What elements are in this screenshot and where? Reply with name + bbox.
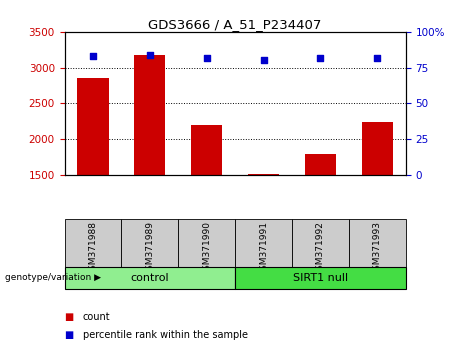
Text: GSM371993: GSM371993 xyxy=(373,221,382,276)
Bar xyxy=(248,174,279,175)
Text: ■: ■ xyxy=(65,330,74,339)
Bar xyxy=(121,219,178,267)
Text: count: count xyxy=(83,312,111,322)
Text: GSM371991: GSM371991 xyxy=(259,221,268,276)
Point xyxy=(260,58,267,63)
Text: GSM371989: GSM371989 xyxy=(145,221,154,276)
Point xyxy=(373,55,381,61)
Bar xyxy=(77,78,109,175)
Text: GSM371992: GSM371992 xyxy=(316,221,325,276)
Text: GSM371990: GSM371990 xyxy=(202,221,211,276)
Point xyxy=(203,55,210,61)
Bar xyxy=(349,219,406,267)
Bar xyxy=(305,154,336,175)
Text: GSM371988: GSM371988 xyxy=(89,221,97,276)
Point xyxy=(146,52,154,58)
Bar xyxy=(134,56,165,175)
Bar xyxy=(292,219,349,267)
Bar xyxy=(235,267,406,289)
Point xyxy=(317,55,324,61)
Text: SIRT1 null: SIRT1 null xyxy=(293,273,348,282)
Text: percentile rank within the sample: percentile rank within the sample xyxy=(83,330,248,339)
Bar xyxy=(361,122,393,175)
Bar xyxy=(65,219,121,267)
Text: ■: ■ xyxy=(65,312,74,322)
Text: genotype/variation ▶: genotype/variation ▶ xyxy=(5,273,100,282)
Bar xyxy=(191,125,222,175)
Bar xyxy=(65,267,235,289)
Bar xyxy=(235,219,292,267)
Title: GDS3666 / A_51_P234407: GDS3666 / A_51_P234407 xyxy=(148,18,322,31)
Point xyxy=(89,53,97,59)
Text: control: control xyxy=(130,273,169,282)
Bar xyxy=(178,219,235,267)
